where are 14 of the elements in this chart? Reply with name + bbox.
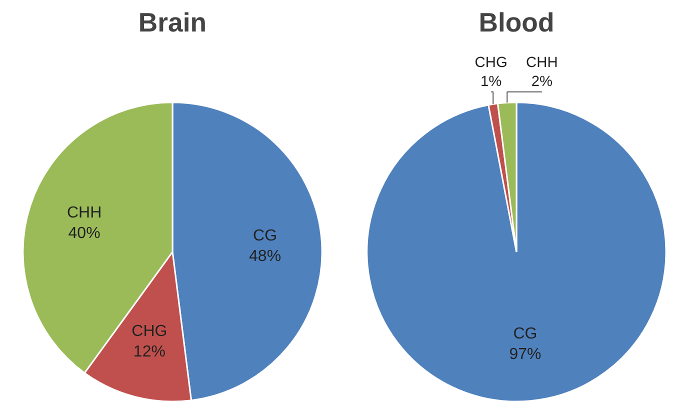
slice-label: CHG (132, 323, 168, 340)
chart-title: Brain (138, 8, 207, 38)
slice-label: CG (253, 227, 278, 244)
data-label: 97% (509, 346, 542, 363)
slice-label: CHG (474, 54, 508, 71)
data-label: 12% (133, 343, 166, 360)
data-label: 2% (531, 74, 553, 90)
data-label: 1% (480, 74, 502, 90)
slice-label: CHH (66, 204, 102, 222)
slice-label: CHH (526, 54, 558, 71)
slice-label: CG (513, 326, 538, 343)
data-label: 48% (249, 248, 282, 265)
data-label: 40% (68, 224, 100, 242)
chart-title: Blood (478, 8, 554, 38)
